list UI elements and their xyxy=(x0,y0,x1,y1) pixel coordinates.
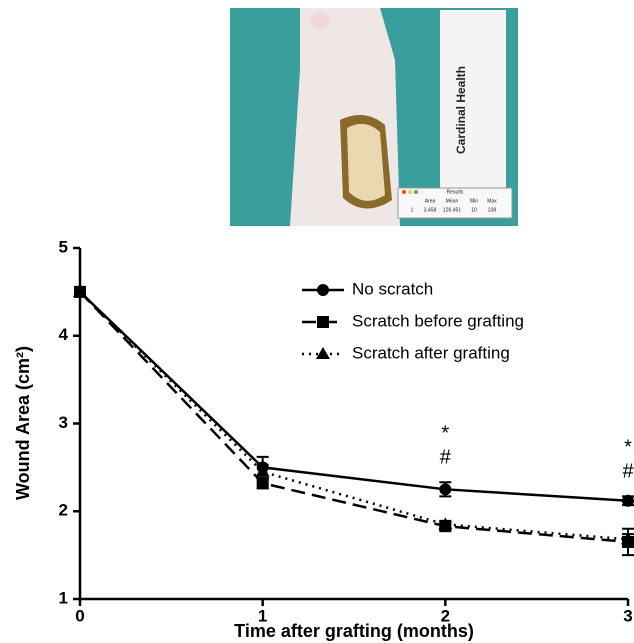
marker xyxy=(439,483,451,495)
results-header: Mean xyxy=(446,198,459,204)
results-cell: 126.451 xyxy=(443,207,461,213)
results-header: Area xyxy=(425,198,436,204)
legend-label: No scratch xyxy=(352,279,433,298)
y-axis-title: Wound Area (cm²) xyxy=(13,346,33,500)
marker xyxy=(317,284,329,296)
x-axis-title: Time after grafting (months) xyxy=(234,621,474,641)
marker xyxy=(317,316,329,328)
x-tick-label: 2 xyxy=(441,606,450,625)
x-tick-label: 0 xyxy=(75,606,84,625)
marker xyxy=(316,347,330,359)
y-tick-label: 5 xyxy=(59,237,68,256)
results-header: Max xyxy=(487,198,497,204)
chart: Wound Area (cm²) Time after grafting (mo… xyxy=(13,237,634,640)
ruler xyxy=(440,10,506,210)
window-button xyxy=(408,190,412,194)
results-cell: 10 xyxy=(471,207,477,213)
y-tick-label: 1 xyxy=(59,588,68,607)
legend-label: Scratch before grafting xyxy=(352,311,524,330)
marker xyxy=(622,495,634,507)
window-button xyxy=(414,190,418,194)
annotation: * xyxy=(441,423,449,445)
x-tick-label: 1 xyxy=(258,606,267,625)
results-cell: 3.458 xyxy=(424,207,437,213)
results-title: Results xyxy=(447,189,464,195)
mouse-ear xyxy=(310,12,330,28)
annotation: # xyxy=(622,461,634,483)
x-tick-label: 3 xyxy=(623,606,632,625)
window-button xyxy=(402,190,406,194)
annotation: * xyxy=(624,437,632,459)
figure: Cardinal Health Results Area Mean Min Max 1 3… xyxy=(0,0,634,643)
y-tick-label: 2 xyxy=(59,501,68,520)
results-header: Min xyxy=(470,198,478,204)
y-tick-label: 3 xyxy=(59,413,68,432)
results-cell: 1 xyxy=(411,207,414,213)
annotation: # xyxy=(440,447,452,469)
ruler-label: Cardinal Health xyxy=(454,66,468,154)
photo: Cardinal Health Results Area Mean Min Max 1 3… xyxy=(230,8,518,226)
legend-label: Scratch after grafting xyxy=(352,343,510,362)
graft xyxy=(347,124,385,201)
y-tick-label: 4 xyxy=(59,325,69,344)
page: {"photo": {"ruler_label": "Cardinal Heal… xyxy=(0,0,634,643)
results-cell: 238 xyxy=(488,207,497,213)
